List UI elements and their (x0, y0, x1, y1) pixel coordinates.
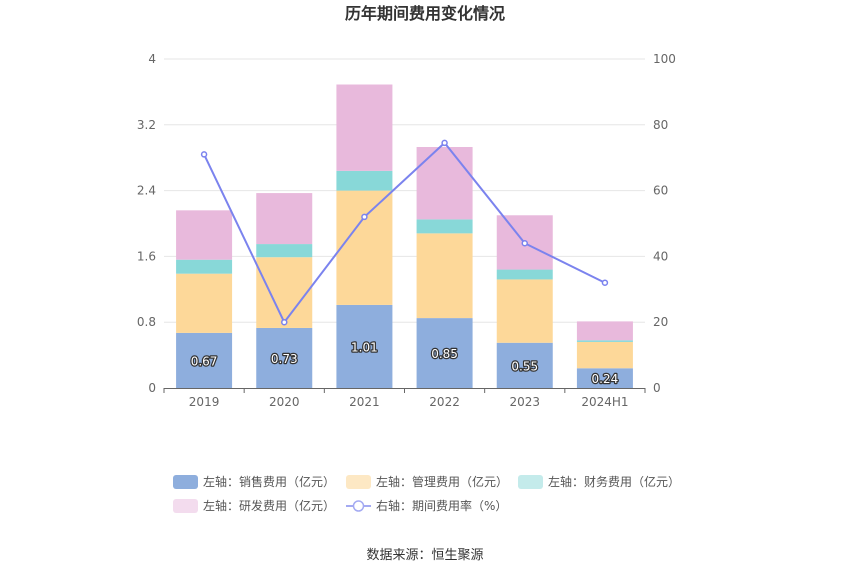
data-label: 0.24 (592, 372, 619, 386)
bar-segment (496, 279, 553, 343)
rate-point (200, 151, 208, 158)
bar-segment (416, 318, 473, 388)
left-axis-ticks: 0 0.8 1.6 2.4 3.2 4 (137, 52, 156, 395)
bar-segment (176, 332, 233, 388)
right-tick-label: 60 (653, 184, 668, 198)
x-tick-label: 2023 (509, 395, 540, 409)
legend-swatch (173, 475, 198, 489)
data-label: 0.67 (191, 354, 218, 368)
rate-point (441, 139, 448, 147)
right-tick-label: 20 (653, 315, 668, 329)
bar-segment (496, 269, 553, 280)
data-labels: 0.67 0.73 1.01 0.85 0.55 0.24 (189, 339, 619, 387)
legend-swatch (518, 475, 543, 489)
bar-segment (576, 341, 633, 369)
bar-segment (176, 259, 233, 274)
legend-label: 左轴：管理费用（亿元） (376, 474, 508, 489)
bar-segment (496, 342, 553, 388)
chart-title: 历年期间费用变化情况 (345, 4, 505, 23)
left-tick-label: 2.4 (137, 184, 156, 198)
data-label: 1.01 (351, 340, 378, 354)
data-source: 数据来源：恒生聚源 (366, 548, 483, 563)
bar-segment (576, 321, 633, 341)
x-tick-label: 2021 (349, 395, 380, 409)
right-tick-label: 80 (653, 118, 668, 132)
legend-swatch (173, 499, 198, 513)
data-label: 0.55 (511, 359, 538, 373)
rate-line (200, 139, 609, 326)
rate-point (281, 318, 288, 326)
bar-segment (336, 170, 393, 191)
legend-label: 左轴：销售费用（亿元） (203, 474, 335, 489)
bar-segment (416, 147, 473, 220)
x-tick-label: 2020 (269, 395, 300, 409)
bar-segment (576, 340, 633, 342)
bar-segment (176, 273, 233, 333)
x-tick-label: 2024H1 (581, 395, 628, 409)
right-axis-ticks: 0 20 40 60 80 100 (653, 52, 676, 395)
legend-label: 左轴：财务费用（亿元） (548, 474, 680, 489)
right-tick-label: 100 (653, 52, 676, 66)
left-tick-label: 0 (148, 381, 156, 395)
data-label: 0.85 (431, 347, 458, 361)
bar-segment (256, 327, 313, 388)
right-tick-label: 0 (653, 381, 661, 395)
gridlines (164, 58, 645, 323)
x-tick-label: 2019 (189, 395, 220, 409)
rate-point (601, 279, 609, 286)
bar-segment (336, 190, 393, 305)
bar-segment (336, 304, 393, 388)
bar-segment (256, 193, 313, 245)
bar-segment (256, 257, 313, 328)
data-label: 0.73 (271, 352, 298, 366)
bars (176, 84, 633, 388)
left-tick-label: 4 (148, 52, 156, 66)
bar-segment (576, 368, 633, 388)
bar-segment (176, 210, 233, 260)
legend-label: 左轴：研发费用（亿元） (203, 498, 335, 513)
bar-segment (416, 219, 473, 234)
x-axis: 2019 2020 2021 2022 2023 2024H1 (163, 388, 646, 409)
x-tick-label: 2022 (429, 395, 460, 409)
legend-marker (352, 500, 365, 512)
legend: 左轴：销售费用（亿元） 左轴：管理费用（亿元） 左轴：财务费用（亿元） 左轴：研发费用… (173, 474, 680, 513)
left-tick-label: 1.6 (137, 249, 156, 263)
bar-segment (336, 84, 393, 171)
right-tick-label: 40 (653, 249, 668, 263)
left-tick-label: 0.8 (137, 315, 156, 329)
rate-line-path (203, 141, 606, 325)
bar-segment (416, 233, 473, 319)
left-tick-label: 3.2 (137, 118, 156, 132)
rate-point (361, 213, 368, 221)
bar-segment (256, 244, 313, 258)
rate-point (521, 239, 528, 247)
legend-label: 右轴：期间费用率（%） (376, 498, 507, 513)
legend-swatch (346, 475, 371, 489)
